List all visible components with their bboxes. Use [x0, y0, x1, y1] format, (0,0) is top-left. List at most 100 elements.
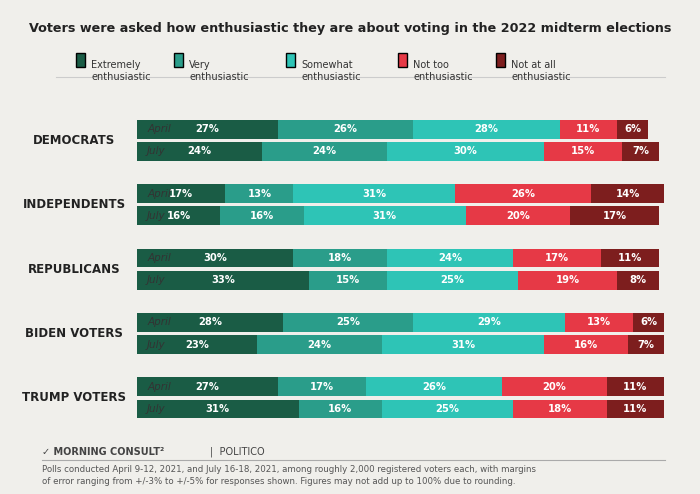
- Bar: [136, 313, 283, 332]
- Text: 31%: 31%: [362, 189, 386, 199]
- Bar: [607, 377, 664, 396]
- Text: 17%: 17%: [603, 211, 627, 221]
- Text: April: April: [147, 189, 171, 199]
- Text: Not too
enthusiastic: Not too enthusiastic: [413, 60, 473, 82]
- Bar: [607, 400, 664, 418]
- Text: 24%: 24%: [438, 253, 462, 263]
- Bar: [257, 335, 382, 354]
- Bar: [591, 184, 664, 203]
- Bar: [278, 377, 367, 396]
- Text: July: July: [147, 340, 166, 350]
- Text: DEMOCRATS: DEMOCRATS: [33, 134, 116, 147]
- Text: Somewhat
enthusiastic: Somewhat enthusiastic: [301, 60, 360, 82]
- Text: 17%: 17%: [545, 253, 569, 263]
- Text: 16%: 16%: [167, 211, 190, 221]
- Text: 17%: 17%: [310, 382, 334, 392]
- Text: 31%: 31%: [206, 404, 230, 414]
- Bar: [136, 142, 262, 161]
- Bar: [220, 206, 304, 225]
- Bar: [136, 120, 278, 138]
- Text: 25%: 25%: [336, 317, 360, 328]
- Text: 33%: 33%: [211, 275, 234, 285]
- Text: 11%: 11%: [623, 382, 648, 392]
- Text: 18%: 18%: [547, 404, 572, 414]
- Text: 28%: 28%: [198, 317, 222, 328]
- Bar: [518, 271, 617, 289]
- Text: April: April: [147, 317, 171, 328]
- Bar: [293, 184, 455, 203]
- Bar: [617, 271, 659, 289]
- Bar: [466, 206, 570, 225]
- Text: BIDEN VOTERS: BIDEN VOTERS: [25, 327, 123, 340]
- Text: 26%: 26%: [334, 124, 358, 134]
- Text: 15%: 15%: [336, 275, 360, 285]
- Text: 14%: 14%: [615, 189, 640, 199]
- Text: 27%: 27%: [195, 382, 219, 392]
- Text: 11%: 11%: [618, 253, 643, 263]
- Text: 19%: 19%: [555, 275, 580, 285]
- Bar: [617, 120, 648, 138]
- Bar: [512, 248, 601, 267]
- Text: 13%: 13%: [587, 317, 611, 328]
- Bar: [278, 120, 414, 138]
- Bar: [136, 400, 299, 418]
- Bar: [414, 120, 560, 138]
- Bar: [544, 335, 628, 354]
- Text: 31%: 31%: [372, 211, 397, 221]
- Text: 11%: 11%: [623, 404, 648, 414]
- Bar: [136, 335, 257, 354]
- Text: 15%: 15%: [571, 146, 595, 157]
- Text: 20%: 20%: [542, 382, 566, 392]
- Text: 7%: 7%: [637, 340, 654, 350]
- Text: 27%: 27%: [195, 124, 219, 134]
- Bar: [382, 400, 512, 418]
- Text: 18%: 18%: [328, 253, 353, 263]
- Bar: [565, 313, 633, 332]
- Text: 7%: 7%: [632, 146, 649, 157]
- Text: July: July: [147, 404, 166, 414]
- Bar: [455, 184, 591, 203]
- Text: |  POLITICO: | POLITICO: [210, 447, 265, 457]
- Text: 16%: 16%: [328, 404, 353, 414]
- Text: 24%: 24%: [313, 146, 337, 157]
- Bar: [136, 248, 293, 267]
- Text: 28%: 28%: [475, 124, 498, 134]
- Text: 6%: 6%: [640, 317, 657, 328]
- Bar: [262, 142, 387, 161]
- Text: 6%: 6%: [624, 124, 641, 134]
- Text: 8%: 8%: [629, 275, 647, 285]
- Bar: [570, 206, 659, 225]
- Bar: [414, 313, 565, 332]
- Text: 23%: 23%: [185, 340, 209, 350]
- Bar: [544, 142, 622, 161]
- Text: INDEPENDENTS: INDEPENDENTS: [22, 198, 125, 211]
- Bar: [293, 248, 387, 267]
- Text: Extremely
enthusiastic: Extremely enthusiastic: [91, 60, 150, 82]
- Text: July: July: [147, 211, 166, 221]
- Text: 31%: 31%: [451, 340, 475, 350]
- Text: Polls conducted April 9-12, 2021, and July 16-18, 2021, among roughly 2,000 regi: Polls conducted April 9-12, 2021, and Ju…: [42, 465, 536, 486]
- Bar: [387, 271, 518, 289]
- Text: 29%: 29%: [477, 317, 501, 328]
- Text: 24%: 24%: [307, 340, 332, 350]
- Text: TRUMP VOTERS: TRUMP VOTERS: [22, 391, 126, 405]
- Bar: [622, 142, 659, 161]
- Bar: [136, 206, 220, 225]
- Bar: [560, 120, 617, 138]
- Text: 16%: 16%: [250, 211, 274, 221]
- Text: April: April: [147, 253, 171, 263]
- Bar: [382, 335, 544, 354]
- Text: April: April: [147, 124, 171, 134]
- Bar: [225, 184, 293, 203]
- Text: July: July: [147, 275, 166, 285]
- Text: Voters were asked how enthusiastic they are about voting in the 2022 midterm ele: Voters were asked how enthusiastic they …: [29, 22, 671, 35]
- Bar: [512, 400, 607, 418]
- Text: April: April: [147, 382, 171, 392]
- Text: 24%: 24%: [188, 146, 211, 157]
- Bar: [136, 377, 278, 396]
- Text: 16%: 16%: [574, 340, 598, 350]
- Bar: [633, 313, 664, 332]
- Bar: [283, 313, 414, 332]
- Bar: [309, 271, 387, 289]
- Bar: [601, 248, 659, 267]
